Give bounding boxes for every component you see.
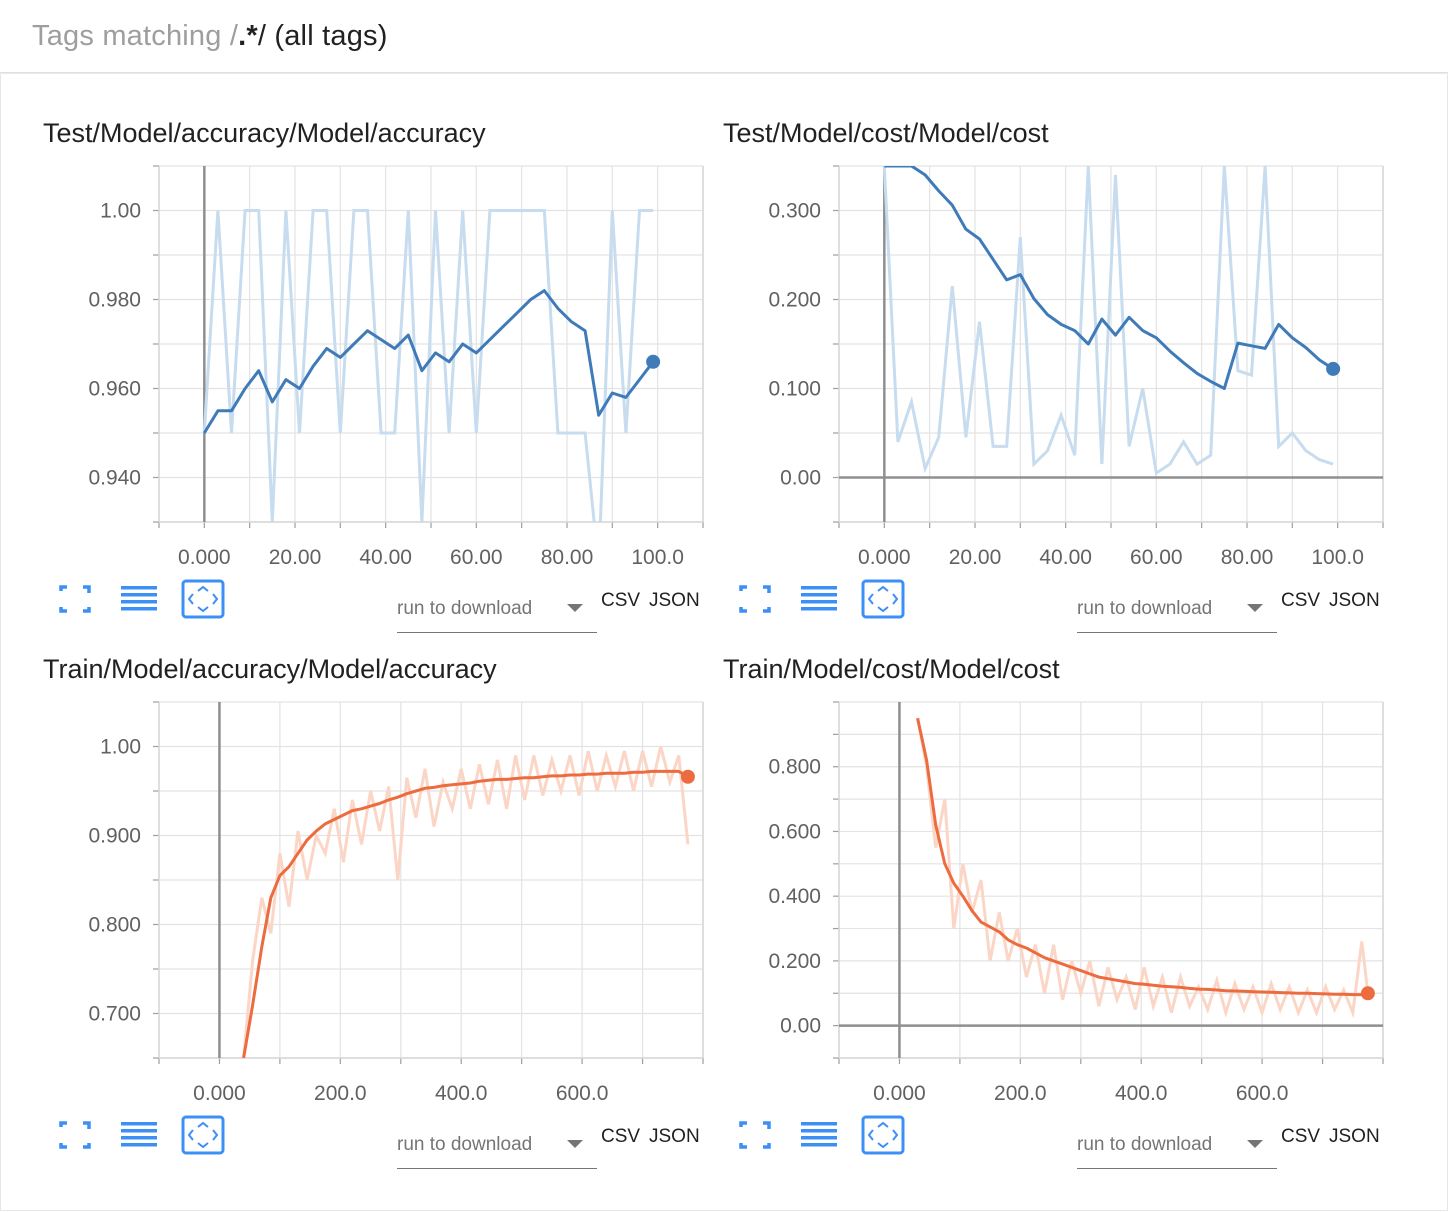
tag-filter-bar[interactable]: Tags matching /.*/ (all tags): [0, 0, 1448, 73]
chart-title: Train/Model/accuracy/Model/accuracy: [43, 654, 497, 684]
x-tick-label: 400.0: [1115, 1082, 1168, 1105]
fit-domain-icon[interactable]: [181, 579, 225, 619]
y-tick-label: 0.960: [88, 378, 141, 401]
series-smoothed-line: [884, 166, 1334, 390]
csv-download-link[interactable]: CSV: [601, 590, 641, 611]
chart-plot[interactable]: 0.000 200.0 400.0 600.0 0.00 0.200 0.400 0.600 0…: [681, 610, 1401, 1110]
data-table-icon[interactable]: [117, 1115, 161, 1155]
y-tick-label: 0.800: [768, 756, 821, 779]
series-raw-line: [242, 746, 690, 1058]
y-tick-label: 0.800: [88, 914, 141, 937]
json-download-link[interactable]: JSON: [649, 590, 700, 611]
y-tick-label: 0.600: [768, 820, 821, 843]
json-download-link[interactable]: JSON: [1329, 590, 1380, 611]
x-tick-label: 200.0: [314, 1082, 367, 1105]
chart-plot[interactable]: 0.000 200.0 400.0 600.0 0.700 0.800 0.900 1.00: [1, 610, 721, 1110]
x-tick-label: 80.00: [541, 546, 594, 569]
fit-domain-icon[interactable]: [861, 1115, 905, 1155]
x-tick-label: 0.000: [873, 1082, 926, 1105]
y-tick-label: 1.00: [100, 736, 141, 759]
x-tick-label: 600.0: [556, 1082, 609, 1105]
x-tick-label: 200.0: [994, 1082, 1047, 1105]
x-tick-label: 20.00: [269, 546, 322, 569]
x-tick-label: 0.000: [858, 546, 911, 569]
run-select-placeholder: run to download: [1077, 1134, 1213, 1155]
csv-download-link[interactable]: CSV: [1281, 590, 1321, 611]
x-tick-label: 60.00: [1130, 546, 1183, 569]
y-tick-label: 0.200: [768, 950, 821, 973]
chart-plot[interactable]: 0.000 20.00 40.00 60.00 80.00 100.0 0.940 0.960…: [1, 74, 721, 574]
run-select[interactable]: run to download: [1077, 590, 1277, 633]
y-tick-label: 0.400: [768, 885, 821, 908]
tag-filter-prefix: Tags matching /: [32, 20, 239, 52]
series-raw-line: [916, 717, 1370, 1019]
data-table-icon[interactable]: [797, 579, 841, 619]
y-tick-label: 0.00: [780, 1015, 821, 1038]
series-smoothed-line: [203, 289, 655, 434]
chart-plot[interactable]: 0.000 20.00 40.00 60.00 80.00 100.0 0.00 0.100 0…: [681, 74, 1401, 574]
chart-card: Test/Model/accuracy/Model/accuracy 0.000…: [1, 74, 704, 633]
data-table-icon[interactable]: [797, 1115, 841, 1155]
series-raw-line: [202, 209, 654, 522]
y-tick-label: 0.900: [88, 825, 141, 848]
tag-filter-suffix: / (all tags): [257, 20, 388, 52]
data-table-icon[interactable]: [117, 579, 161, 619]
x-tick-label: 600.0: [1236, 1082, 1289, 1105]
chart-title: Train/Model/cost/Model/cost: [723, 654, 1060, 684]
chevron-down-icon: [567, 1140, 583, 1148]
x-tick-label: 100.0: [631, 546, 684, 569]
series-last-point: [1326, 361, 1341, 376]
fullscreen-icon[interactable]: [53, 579, 97, 619]
chart-title: Test/Model/accuracy/Model/accuracy: [43, 118, 486, 148]
run-select[interactable]: run to download: [397, 590, 597, 633]
run-select-placeholder: run to download: [397, 1134, 533, 1155]
chart-title: Test/Model/cost/Model/cost: [723, 118, 1049, 148]
run-select[interactable]: run to download: [1077, 1126, 1277, 1169]
x-tick-label: 0.000: [178, 546, 231, 569]
tag-filter-label: Tags matching /.*/ (all tags): [32, 20, 388, 53]
series-smoothed-line: [916, 717, 1369, 997]
x-tick-label: 100.0: [1311, 546, 1364, 569]
tag-filter-pattern: .*: [238, 20, 258, 52]
chevron-down-icon: [1247, 1140, 1263, 1148]
x-tick-label: 60.00: [450, 546, 503, 569]
chevron-down-icon: [567, 604, 583, 612]
series-smoothed-line: [242, 769, 689, 1058]
chart-card: Train/Model/accuracy/Model/accuracy 0.00…: [1, 610, 704, 1169]
json-download-link[interactable]: JSON: [649, 1126, 700, 1147]
y-tick-label: 0.00: [780, 467, 821, 490]
chart-grid: Test/Model/accuracy/Model/accuracy 0.000…: [0, 74, 1448, 1211]
series-last-point: [1360, 986, 1375, 1001]
x-tick-label: 400.0: [435, 1082, 488, 1105]
fullscreen-icon[interactable]: [733, 579, 777, 619]
y-tick-label: 0.100: [768, 378, 821, 401]
y-tick-label: 1.00: [100, 200, 141, 223]
fullscreen-icon[interactable]: [733, 1115, 777, 1155]
y-tick-label: 0.200: [768, 289, 821, 312]
run-select-placeholder: run to download: [397, 598, 533, 619]
run-select-placeholder: run to download: [1077, 598, 1213, 619]
x-tick-label: 20.00: [949, 546, 1002, 569]
y-tick-label: 0.980: [88, 289, 141, 312]
chart-card: Train/Model/cost/Model/cost 0.000 200.0 40…: [681, 610, 1384, 1169]
series-last-point: [680, 769, 695, 784]
run-select[interactable]: run to download: [397, 1126, 597, 1169]
chart-card: Test/Model/cost/Model/cost 0.000 20.00 40.…: [681, 74, 1384, 633]
json-download-link[interactable]: JSON: [1329, 1126, 1380, 1147]
x-tick-label: 0.000: [193, 1082, 246, 1105]
x-tick-label: 80.00: [1221, 546, 1274, 569]
series-last-point: [646, 354, 661, 369]
x-tick-label: 40.00: [1039, 546, 1092, 569]
y-tick-label: 0.940: [88, 467, 141, 490]
y-tick-label: 0.300: [768, 200, 821, 223]
fit-domain-icon[interactable]: [861, 579, 905, 619]
fullscreen-icon[interactable]: [53, 1115, 97, 1155]
csv-download-link[interactable]: CSV: [601, 1126, 641, 1147]
fit-domain-icon[interactable]: [181, 1115, 225, 1155]
series-raw-line: [882, 166, 1334, 476]
x-tick-label: 40.00: [359, 546, 412, 569]
y-tick-label: 0.700: [88, 1003, 141, 1026]
chevron-down-icon: [1247, 604, 1263, 612]
csv-download-link[interactable]: CSV: [1281, 1126, 1321, 1147]
